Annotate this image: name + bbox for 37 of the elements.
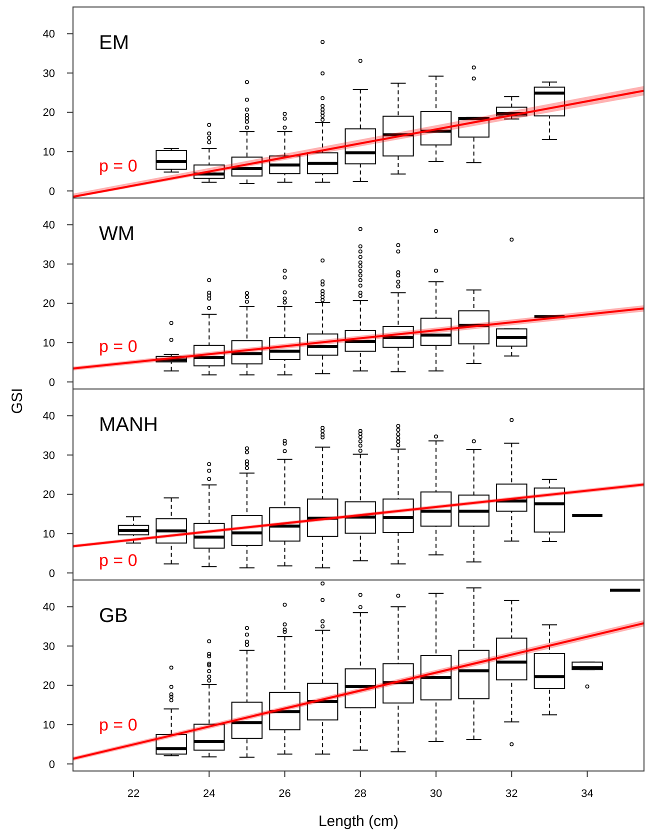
x-tick-label: 26 (278, 788, 291, 800)
y-tick-label: 30 (42, 258, 55, 271)
annotation: p = 0 (99, 156, 138, 176)
y-tick-label: 30 (42, 450, 55, 462)
y-axis-title: GSI (9, 388, 26, 414)
text: WM (99, 223, 135, 245)
y-tick-label: 0 (48, 376, 55, 389)
x-tick-label: 28 (354, 788, 367, 800)
annotation: p = 0 (99, 551, 138, 570)
y-tick-label: 40 (42, 602, 55, 614)
text: GB (99, 605, 128, 627)
y-tick-label: 20 (42, 107, 55, 120)
y-tick-label: 0 (48, 568, 55, 580)
text: EM (99, 32, 129, 54)
x-tick-label: 32 (506, 788, 518, 800)
y-tick-label: 0 (48, 758, 55, 771)
annotation: p = 0 (99, 336, 138, 356)
y-tick-label: 30 (42, 640, 55, 653)
y-tick-label: 10 (42, 337, 55, 350)
y-tick-label: 20 (42, 680, 55, 692)
text: MANH (99, 414, 158, 436)
y-tick-label: 40 (42, 220, 55, 232)
y-tick-label: 20 (42, 489, 55, 502)
y-tick-label: 10 (42, 528, 55, 540)
y-tick-label: 10 (42, 719, 55, 732)
annotation: p = 0 (99, 715, 138, 734)
x-tick-label: 24 (203, 788, 216, 800)
x-tick-label: 30 (430, 788, 442, 800)
x-tick-label: 34 (581, 788, 594, 800)
y-tick-label: 30 (42, 68, 55, 80)
x-tick-label: 22 (127, 788, 140, 800)
y-tick-label: 40 (42, 28, 55, 41)
y-tick-label: 0 (48, 186, 55, 198)
y-tick-label: 40 (42, 410, 55, 423)
y-tick-label: 20 (42, 298, 55, 310)
y-tick-label: 10 (42, 146, 55, 158)
x-axis-title: Length (cm) (318, 813, 399, 830)
